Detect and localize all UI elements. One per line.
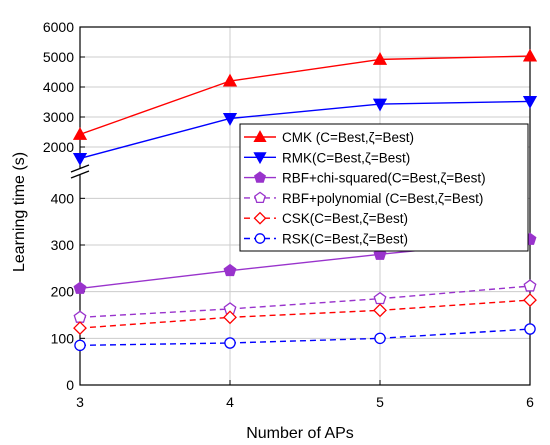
data-point — [523, 279, 537, 292]
tick-labels: 3 4 5 6 2000 3000 4000 5000 6000 0 100 200 300 400 — [43, 19, 534, 410]
legend-label: RBF+chi-squared(C=Best,ζ=Best) — [282, 171, 486, 186]
data-point — [73, 310, 87, 323]
data-point — [73, 281, 87, 294]
x-tick-label: 4 — [226, 394, 234, 410]
data-point — [373, 303, 387, 318]
series-line — [79, 328, 531, 347]
legend-label: CMK (C=Best,ζ=Best) — [282, 130, 414, 145]
data-point — [372, 98, 388, 112]
x-tick-label: 5 — [376, 394, 384, 410]
data-point — [254, 233, 266, 244]
data-point — [222, 113, 238, 126]
axis-break-mark — [70, 170, 90, 179]
legend-label: RBF+polynomial (C=Best,ζ=Best) — [282, 191, 483, 206]
data-point — [72, 127, 88, 140]
legend-entry: CSK(C=Best,ζ=Best) — [244, 211, 408, 226]
data-point — [74, 339, 86, 352]
series-line — [79, 55, 531, 136]
legend-entry: RMK(C=Best,ζ=Best) — [244, 150, 410, 165]
series-rsk — [74, 323, 536, 352]
data-point — [224, 337, 236, 349]
legend-label: RSK(C=Best,ζ=Best) — [282, 232, 408, 247]
legend-label: RMK(C=Best,ζ=Best) — [282, 150, 410, 165]
legend-entry: RBF+polynomial (C=Best,ζ=Best) — [244, 191, 483, 206]
legend: CMK (C=Best,ζ=Best) RMK(C=Best,ζ=Best) RBF… — [239, 123, 529, 252]
data-point — [253, 152, 267, 165]
x-tick-label: 6 — [526, 394, 534, 410]
x-tick-label: 3 — [76, 394, 84, 410]
y-tick-label: 2000 — [43, 139, 74, 155]
y-tick-label: 100 — [51, 330, 75, 346]
series-csk — [73, 293, 537, 335]
y-tick-label: 400 — [51, 190, 75, 206]
y-tick-label: 200 — [51, 284, 75, 300]
data-point — [253, 130, 267, 143]
data-point — [373, 291, 387, 305]
series-rbf-polynomial — [73, 279, 537, 323]
axis-break-gap — [72, 168, 88, 175]
data-point — [254, 171, 266, 183]
data-point — [374, 332, 386, 345]
y-tick-label: 6000 — [43, 19, 74, 35]
y-tick-label: 5000 — [43, 49, 74, 65]
data-point — [522, 95, 538, 109]
series-cmk — [72, 48, 538, 140]
y-tick-label: 0 — [66, 377, 74, 393]
y-tick-label: 4000 — [43, 79, 74, 95]
data-point — [222, 73, 238, 87]
data-point — [254, 191, 266, 203]
legend-box — [239, 123, 529, 252]
data-point — [253, 211, 267, 225]
axis-break-mark — [70, 164, 90, 173]
series-line — [79, 100, 531, 160]
legend-entry: CMK (C=Best,ζ=Best) — [244, 130, 414, 145]
data-point — [522, 48, 538, 62]
x-axis-title: Number of APs — [246, 425, 354, 442]
data-point — [223, 263, 237, 277]
y-tick-label: 300 — [51, 237, 75, 253]
legend-entry: RSK(C=Best,ζ=Best) — [244, 232, 408, 247]
data-point — [523, 293, 537, 307]
y-tick-label: 3000 — [43, 109, 74, 125]
legend-label: CSK(C=Best,ζ=Best) — [282, 211, 408, 226]
data-point — [73, 321, 87, 335]
data-point — [524, 323, 536, 335]
data-point — [372, 52, 388, 65]
data-point — [72, 152, 88, 166]
y-axis-title: Learning time (s) — [11, 152, 28, 272]
axis-break — [70, 164, 90, 179]
data-point — [223, 310, 237, 325]
series-line — [79, 285, 531, 319]
series-rmk — [72, 95, 538, 166]
legend-entry: RBF+chi-squared(C=Best,ζ=Best) — [244, 171, 486, 186]
plot-frame — [79, 26, 531, 386]
series-line — [79, 299, 531, 329]
